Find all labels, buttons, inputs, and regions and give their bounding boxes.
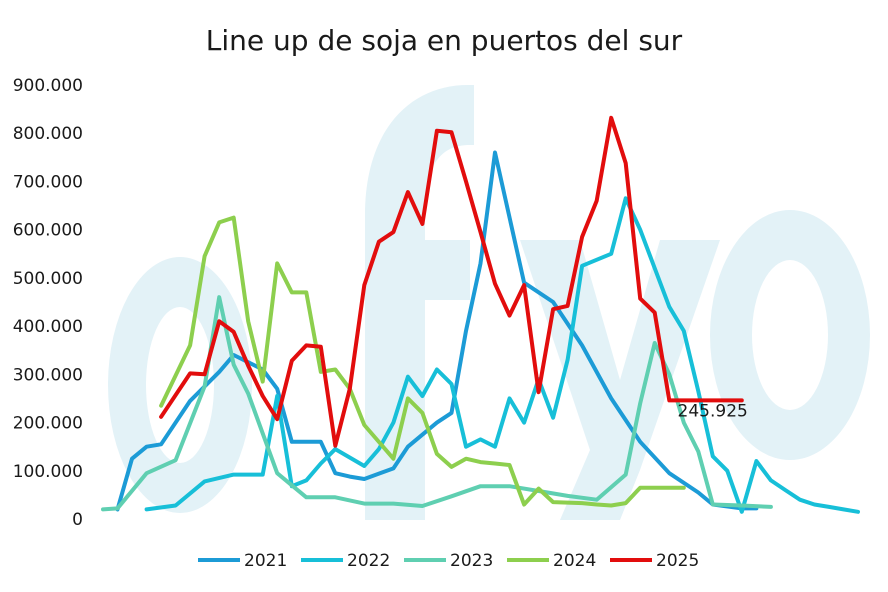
- chart-title: Line up de soja en puertos del sur: [206, 24, 683, 57]
- series-line-2022: [144, 196, 860, 514]
- y-tick-label: 500.000: [13, 269, 83, 289]
- data-labels: 245.925: [678, 401, 748, 421]
- y-tick-label: 900.000: [13, 76, 83, 96]
- legend-label-2025: 2025: [656, 551, 699, 571]
- end-data-label: 245.925: [678, 401, 748, 421]
- y-tick-label: 800.000: [13, 124, 83, 144]
- legend-label-2021: 2021: [244, 551, 287, 571]
- legend-label-2024: 2024: [553, 551, 596, 571]
- y-tick-label: 200.000: [13, 414, 83, 434]
- legend: 2021 2022 2023 2024 2025: [198, 551, 699, 571]
- series-line-2025: [159, 115, 744, 448]
- series-line-2021: [115, 150, 759, 512]
- series-lines: [101, 115, 860, 514]
- legend-label-2023: 2023: [450, 551, 493, 571]
- series-line-2023: [101, 295, 773, 512]
- legend-label-2022: 2022: [347, 551, 390, 571]
- y-tick-label: 100.000: [13, 462, 83, 482]
- y-tick-label: 400.000: [13, 317, 83, 337]
- y-axis: 0 100.000 200.000 300.000 400.000 500.000 600.…: [13, 76, 83, 530]
- y-tick-label: 300.000: [13, 365, 83, 385]
- y-tick-label: 0: [72, 510, 83, 530]
- y-tick-label: 600.000: [13, 221, 83, 241]
- y-tick-label: 700.000: [13, 172, 83, 192]
- series-line-2024: [159, 215, 686, 508]
